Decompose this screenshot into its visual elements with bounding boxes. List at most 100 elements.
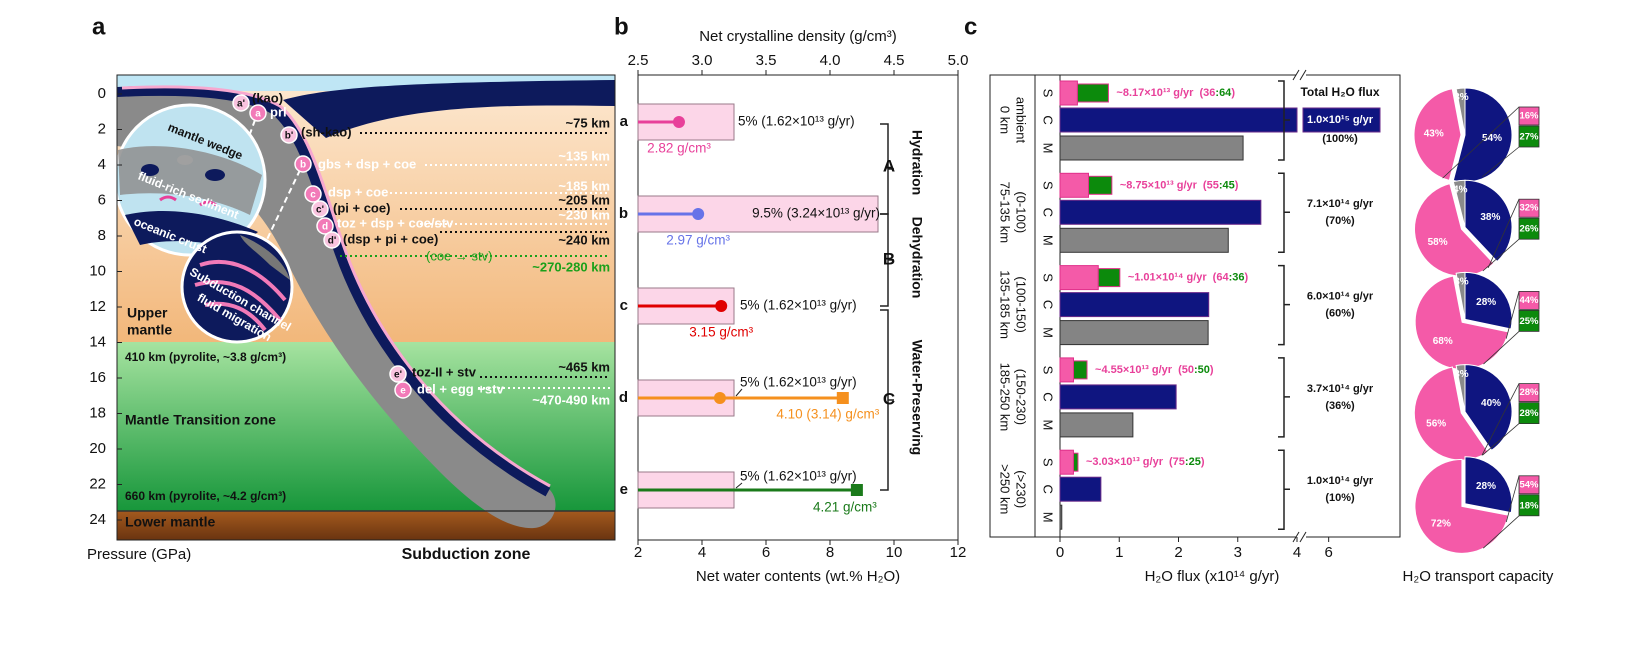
depth-label: ~465 km	[558, 359, 610, 374]
bracket	[1278, 449, 1290, 530]
side-box	[1518, 309, 1540, 332]
inset-mantle	[118, 146, 262, 215]
bar-c	[1059, 107, 1298, 133]
pie-slice	[1455, 87, 1466, 136]
x-axis-title: H₂O flux (x10¹⁴ g/yr)	[1145, 568, 1280, 585]
fan-line	[1482, 146, 1520, 178]
side-label: 54%	[1519, 479, 1539, 490]
y-tick-label: 20	[89, 440, 106, 457]
transition-label: (coe → stv)	[426, 248, 492, 263]
row-label: C	[1041, 300, 1056, 309]
pie-label: 58%	[1428, 237, 1448, 248]
pie-label: 38%	[1480, 212, 1500, 223]
water-label: 5% (1.62×10¹³ g/yr)	[740, 298, 857, 313]
depth-label: ~270-280 km	[532, 259, 610, 274]
label-part: :	[1229, 272, 1233, 284]
inset-fluid-paths	[194, 259, 287, 332]
side-box	[1518, 290, 1540, 310]
label-part: :	[1215, 87, 1219, 99]
bracket	[880, 309, 894, 491]
label-part: 36	[1232, 272, 1244, 284]
bar-s-pink	[1059, 357, 1075, 383]
phase-marker	[294, 155, 312, 173]
category-label: c	[620, 297, 628, 314]
category-label: d	[619, 389, 628, 406]
label-part: ~3.03×10¹³ g/yr	[1086, 456, 1164, 468]
phase-label: gbs + dsp + coe	[318, 156, 416, 171]
label-part: ~8.17×10¹³ g/yr	[1116, 87, 1194, 99]
x2-tick-label: 3.0	[692, 52, 713, 69]
x-tick-label: 12	[950, 544, 967, 561]
group-label: >250 km	[998, 464, 1013, 514]
overriding-plate	[283, 80, 615, 138]
group-label: Water-Preserving	[909, 340, 925, 455]
label-part: 50	[1182, 364, 1194, 376]
category-label: a	[620, 113, 629, 130]
density-square	[836, 392, 849, 404]
label-part: :	[1185, 456, 1189, 468]
category-label: b	[619, 205, 628, 222]
break-mark	[1292, 69, 1300, 81]
depth-label: ~135 km	[558, 148, 610, 163]
row-label: M	[1041, 235, 1056, 246]
phase-label: (pi + coe)	[333, 200, 390, 215]
bar-s-pink	[1059, 265, 1099, 291]
phase-marker	[232, 94, 250, 112]
water-label: 5% (1.62×10¹³ g/yr)	[740, 375, 857, 390]
bar-c	[1059, 384, 1177, 410]
water-label: 5% (1.62×10¹³ g/yr)	[740, 469, 857, 484]
group-label: ambient	[1014, 97, 1029, 144]
label-part: )	[1245, 272, 1249, 284]
label-part: 64	[1219, 87, 1232, 99]
depth-label: ~185 km	[558, 178, 610, 193]
bar-s-label: ~3.03×10¹³ g/yr (75:25)	[1086, 456, 1205, 468]
phase-marker-label: d'	[328, 236, 337, 247]
phase-label: del + egg +stv	[417, 381, 504, 396]
label-part: 50	[1198, 364, 1210, 376]
side-label: 44%	[1519, 295, 1539, 306]
phase-marker-label: e'	[394, 370, 402, 381]
label-part: (	[1213, 272, 1217, 284]
density-square	[850, 484, 863, 496]
bar-s-pink	[1059, 80, 1078, 106]
x-tick-label: 0	[1056, 544, 1064, 561]
bar-s-green	[1097, 268, 1121, 288]
side-label: 28%	[1519, 387, 1539, 398]
pie-slice	[1414, 458, 1509, 554]
x2-tick-label: 5.0	[948, 52, 969, 69]
side-label: 26%	[1519, 224, 1539, 235]
phase-label: toz + dsp + coe/stv	[337, 215, 454, 230]
category-label: e	[620, 481, 628, 498]
water-label: 9.5% (3.24×10¹³ g/yr)	[752, 206, 880, 221]
pie-label: 54%	[1482, 133, 1502, 144]
total-pct: (100%)	[1322, 133, 1358, 145]
phase-marker-label: e	[400, 386, 406, 397]
bar-m	[1059, 135, 1244, 161]
x-tick-label: 2	[634, 544, 642, 561]
phase-marker-label: b'	[285, 131, 294, 142]
group-label: Dehydration	[909, 217, 925, 299]
bar-s-label: ~4.55×10¹³ g/yr (50:50)	[1095, 364, 1214, 376]
density-dot	[692, 208, 705, 220]
water-label: 5% (1.62×10¹³ g/yr)	[738, 114, 855, 129]
fan-line	[1481, 383, 1520, 456]
side-box	[1518, 383, 1540, 403]
phase-label: (kao)	[252, 90, 283, 105]
row-label: S	[1041, 273, 1056, 282]
density-label: 4.10 (3.14) g/cm³	[776, 407, 879, 422]
x-tick-label: 8	[826, 544, 834, 561]
leader	[735, 388, 743, 397]
x-tick-label: 6	[1324, 544, 1332, 561]
x-axis-title: Net water contents (wt.% H₂O)	[696, 568, 900, 585]
bar-s-green	[1076, 83, 1109, 103]
panel-label: a	[92, 13, 106, 40]
pie-slice	[1464, 271, 1513, 330]
bar-s-green	[1073, 360, 1088, 380]
row-label: S	[1041, 89, 1056, 98]
bar-c	[1302, 107, 1381, 133]
layer-label: mantle	[127, 322, 172, 338]
bar-s-pink	[1059, 449, 1074, 475]
bar-m	[1059, 227, 1229, 253]
label-part: (	[1178, 364, 1182, 376]
